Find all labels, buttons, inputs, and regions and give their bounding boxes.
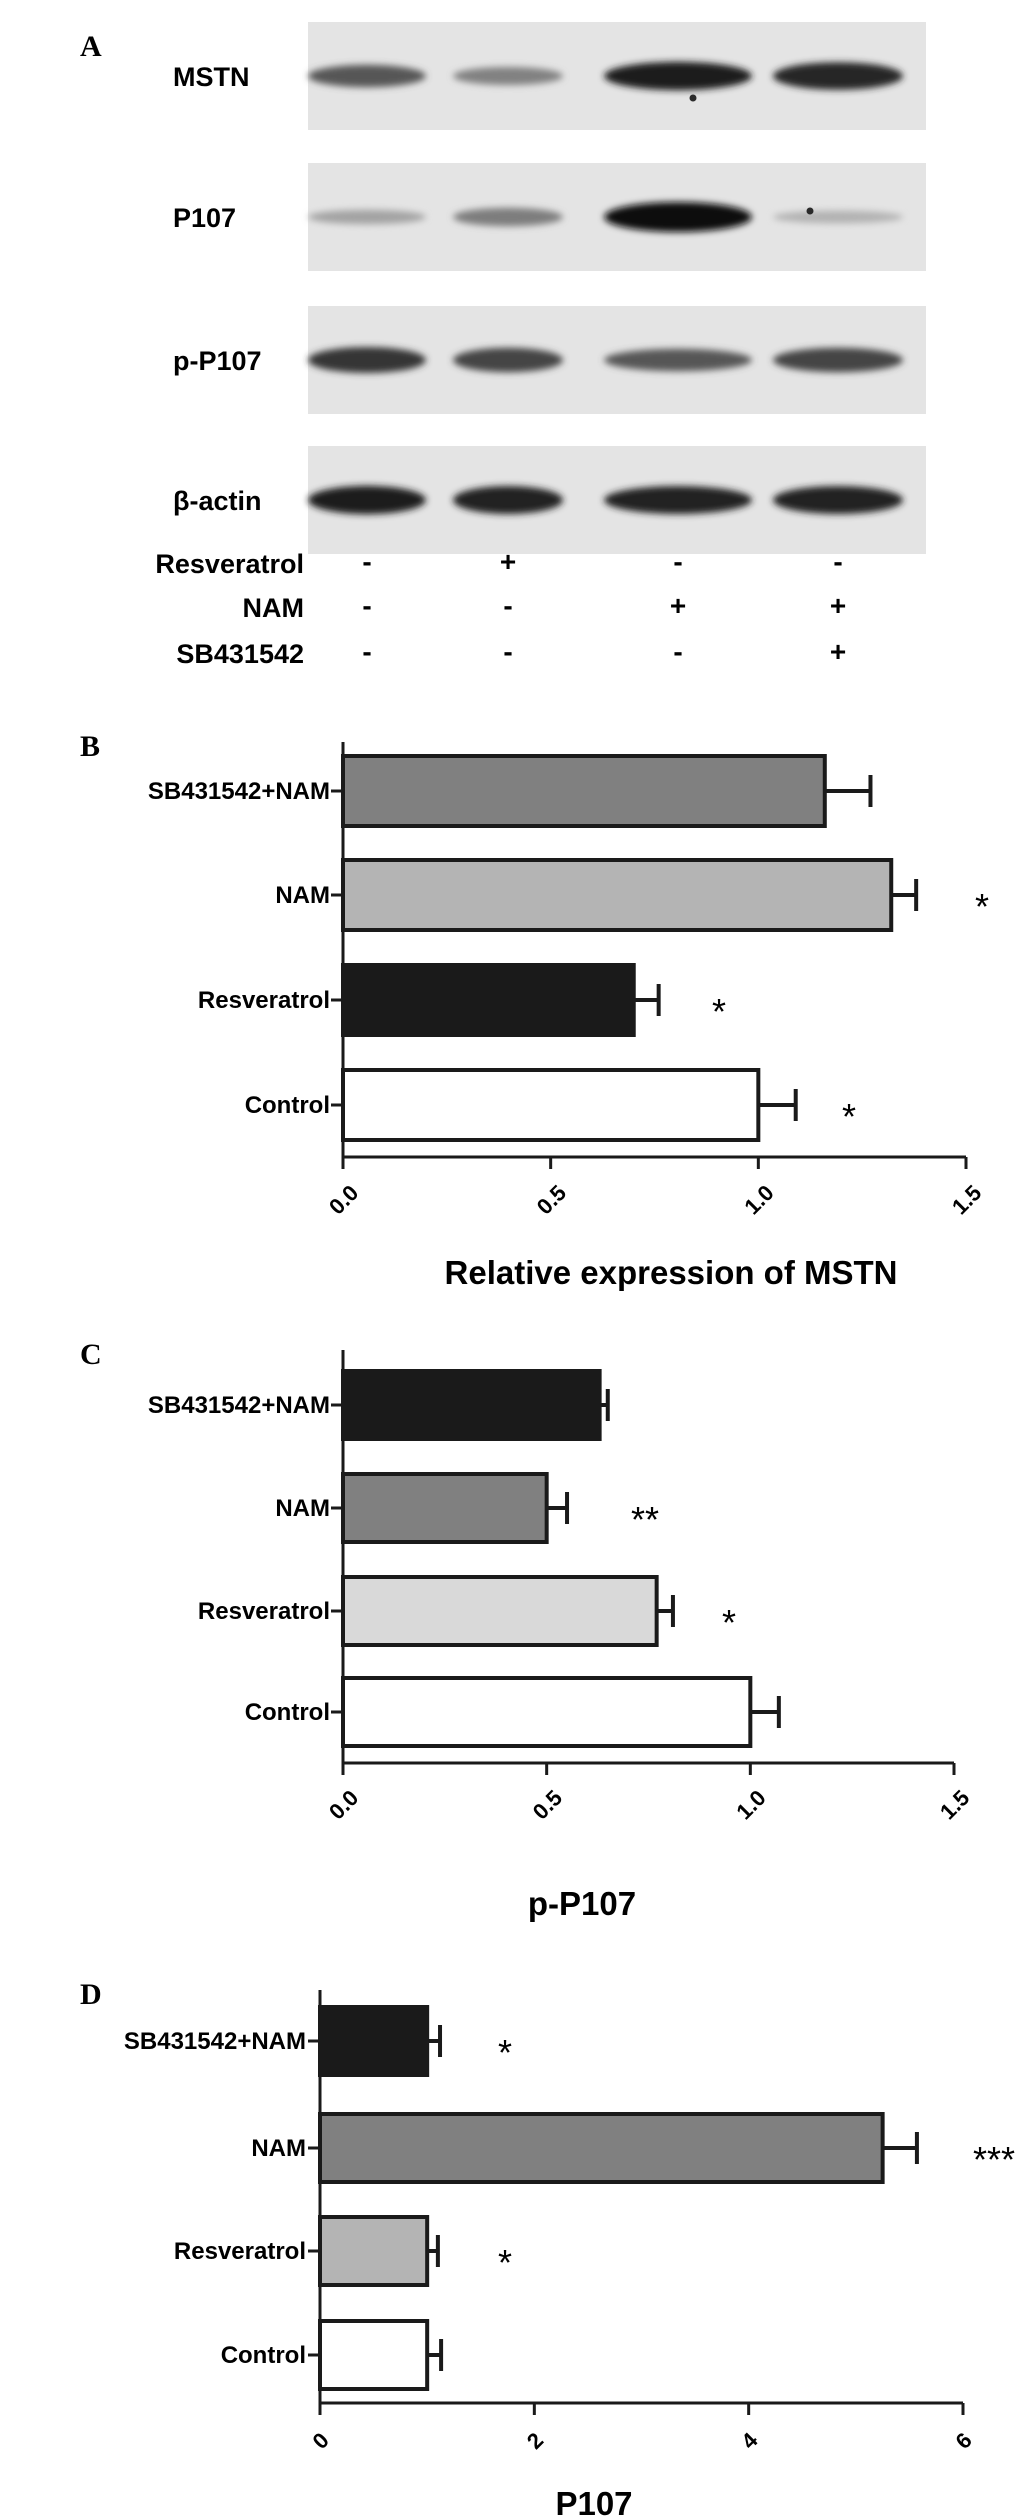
band-p-p107-lane-1	[308, 347, 426, 373]
treatment-label-nam: NAM	[243, 593, 305, 623]
blot-label-p-p107: p-P107	[173, 346, 262, 376]
bar-d-sb431542-nam	[318, 2005, 430, 2077]
x-tick-label-b-4: 1.5	[947, 1180, 986, 1219]
treatment-sign-nam-lane-1: -	[362, 590, 371, 621]
category-label-d-sb431542-nam: SB431542+NAM	[124, 2028, 306, 2055]
panel-b-chart: B 0.0 0.5 1.0 1.5 Relative expression of MSTN…	[80, 730, 989, 1291]
bar-d-control	[318, 2319, 430, 2391]
treatment-sign-sb431542-lane-1: -	[362, 636, 371, 667]
treatment-sign-sb431542-lane-4: +	[830, 636, 846, 667]
blot-label-actin: β-actin	[173, 486, 262, 516]
treatment-sign-resveratrol-lane-2: +	[500, 546, 516, 577]
category-label-c-nam: NAM	[275, 1495, 330, 1522]
x-tick-label-d-3: 4	[736, 2427, 763, 2454]
band-p107-lane-4	[773, 210, 903, 224]
panel-letter-c: C	[80, 1338, 102, 1371]
significance-d-sb431542-nam: *	[498, 2032, 512, 2073]
panel-letter-d: D	[80, 1978, 102, 2011]
panel-c-chart: C 0.0 0.5 1.0 1.5 p-P107 SB431542+NAM NAM ** Resv…	[80, 1338, 974, 1922]
treatment-label-sb431542: SB431542	[176, 639, 304, 669]
significance-b-nam: *	[975, 886, 989, 927]
band-actin-lane-1	[308, 485, 426, 515]
band-p107-lane-2	[453, 207, 563, 227]
band-actin-lane-2	[453, 486, 563, 514]
band-mstn-lane-2	[453, 67, 563, 85]
band-mstn-lane-3	[604, 61, 752, 91]
panel-a-western-blot: A MSTN P107 p-P107 β-actin Resveratrol - + - - NAM…	[80, 22, 926, 669]
significance-d-resveratrol: *	[498, 2242, 512, 2283]
band-actin-lane-4	[773, 486, 903, 514]
band-p107-lane-1	[308, 209, 426, 225]
x-tick-label-b-2: 0.5	[532, 1180, 571, 1219]
category-label-c-resveratrol: Resveratrol	[198, 1598, 330, 1625]
bar-b-sb431542-nam	[341, 754, 827, 828]
treatment-sign-resveratrol-lane-3: -	[673, 546, 682, 577]
x-tick-label-b-3: 1.0	[739, 1180, 778, 1219]
treatment-sign-nam-lane-4: +	[830, 590, 846, 621]
panel-d-chart: D 0 2 4 6 P107 SB431542+NAM * NAM *** Resveratrol *…	[80, 1978, 1015, 2518]
x-axis-title-b: Relative expression of MSTN	[445, 1254, 898, 1291]
significance-b-control: *	[842, 1096, 856, 1137]
bar-d-nam	[318, 2112, 885, 2184]
blot-speck-mstn-1	[689, 94, 697, 102]
blot-speck-p107-1	[806, 207, 814, 215]
category-label-d-resveratrol: Resveratrol	[174, 2238, 306, 2265]
band-p-p107-lane-3	[604, 348, 752, 372]
bar-c-control	[341, 1676, 753, 1748]
x-tick-label-b-1: 0.0	[324, 1180, 363, 1219]
panel-letter-b: B	[80, 730, 100, 763]
category-label-c-sb431542-nam: SB431542+NAM	[148, 1392, 330, 1419]
bar-c-resveratrol	[341, 1575, 659, 1647]
category-label-b-nam: NAM	[275, 882, 330, 909]
category-label-b-resveratrol: Resveratrol	[198, 987, 330, 1014]
treatment-sign-nam-lane-3: +	[670, 590, 686, 621]
category-label-b-control: Control	[245, 1092, 330, 1119]
panel-letter-a: A	[80, 30, 102, 63]
bar-d-resveratrol	[318, 2215, 430, 2287]
band-mstn-lane-4	[773, 62, 903, 90]
category-label-b-sb431542-nam: SB431542+NAM	[148, 778, 330, 805]
band-actin-lane-3	[604, 486, 752, 514]
treatment-sign-resveratrol-lane-4: -	[833, 546, 842, 577]
treatment-sign-sb431542-lane-3: -	[673, 636, 682, 667]
x-axis-title-d: P107	[555, 2485, 632, 2518]
bar-b-resveratrol	[341, 963, 636, 1037]
x-tick-label-d-2: 2	[522, 2428, 548, 2454]
category-label-d-control: Control	[221, 2342, 306, 2369]
x-tick-label-d-1: 0	[308, 2428, 334, 2454]
band-p-p107-lane-2	[453, 347, 563, 373]
bar-b-nam	[341, 858, 894, 932]
category-label-d-nam: NAM	[251, 2135, 306, 2162]
treatment-sign-resveratrol-lane-1: -	[362, 546, 371, 577]
x-tick-label-c-2: 0.5	[528, 1785, 567, 1824]
band-p-p107-lane-4	[773, 347, 903, 373]
bar-c-sb431542-nam	[341, 1369, 602, 1441]
x-tick-label-c-4: 1.5	[935, 1785, 974, 1824]
significance-c-nam: **	[631, 1499, 659, 1540]
significance-b-resveratrol: *	[712, 991, 726, 1032]
band-mstn-lane-1	[308, 64, 426, 88]
treatment-sign-sb431542-lane-2: -	[503, 636, 512, 667]
bar-b-control	[341, 1068, 761, 1142]
treatment-label-resveratrol: Resveratrol	[155, 549, 304, 579]
x-tick-label-d-4: 6	[951, 2428, 977, 2454]
treatment-sign-nam-lane-2: -	[503, 590, 512, 621]
blot-label-mstn: MSTN	[173, 62, 250, 92]
x-tick-label-c-1: 0.0	[324, 1785, 363, 1824]
x-axis-title-c: p-P107	[528, 1885, 636, 1922]
category-label-c-control: Control	[245, 1699, 330, 1726]
blot-label-p107: P107	[173, 203, 236, 233]
bar-c-nam	[341, 1472, 549, 1544]
significance-c-resveratrol: *	[722, 1602, 736, 1643]
significance-d-nam: ***	[973, 2139, 1015, 2180]
x-tick-label-c-3: 1.0	[731, 1785, 770, 1824]
band-p107-lane-3	[604, 202, 752, 232]
